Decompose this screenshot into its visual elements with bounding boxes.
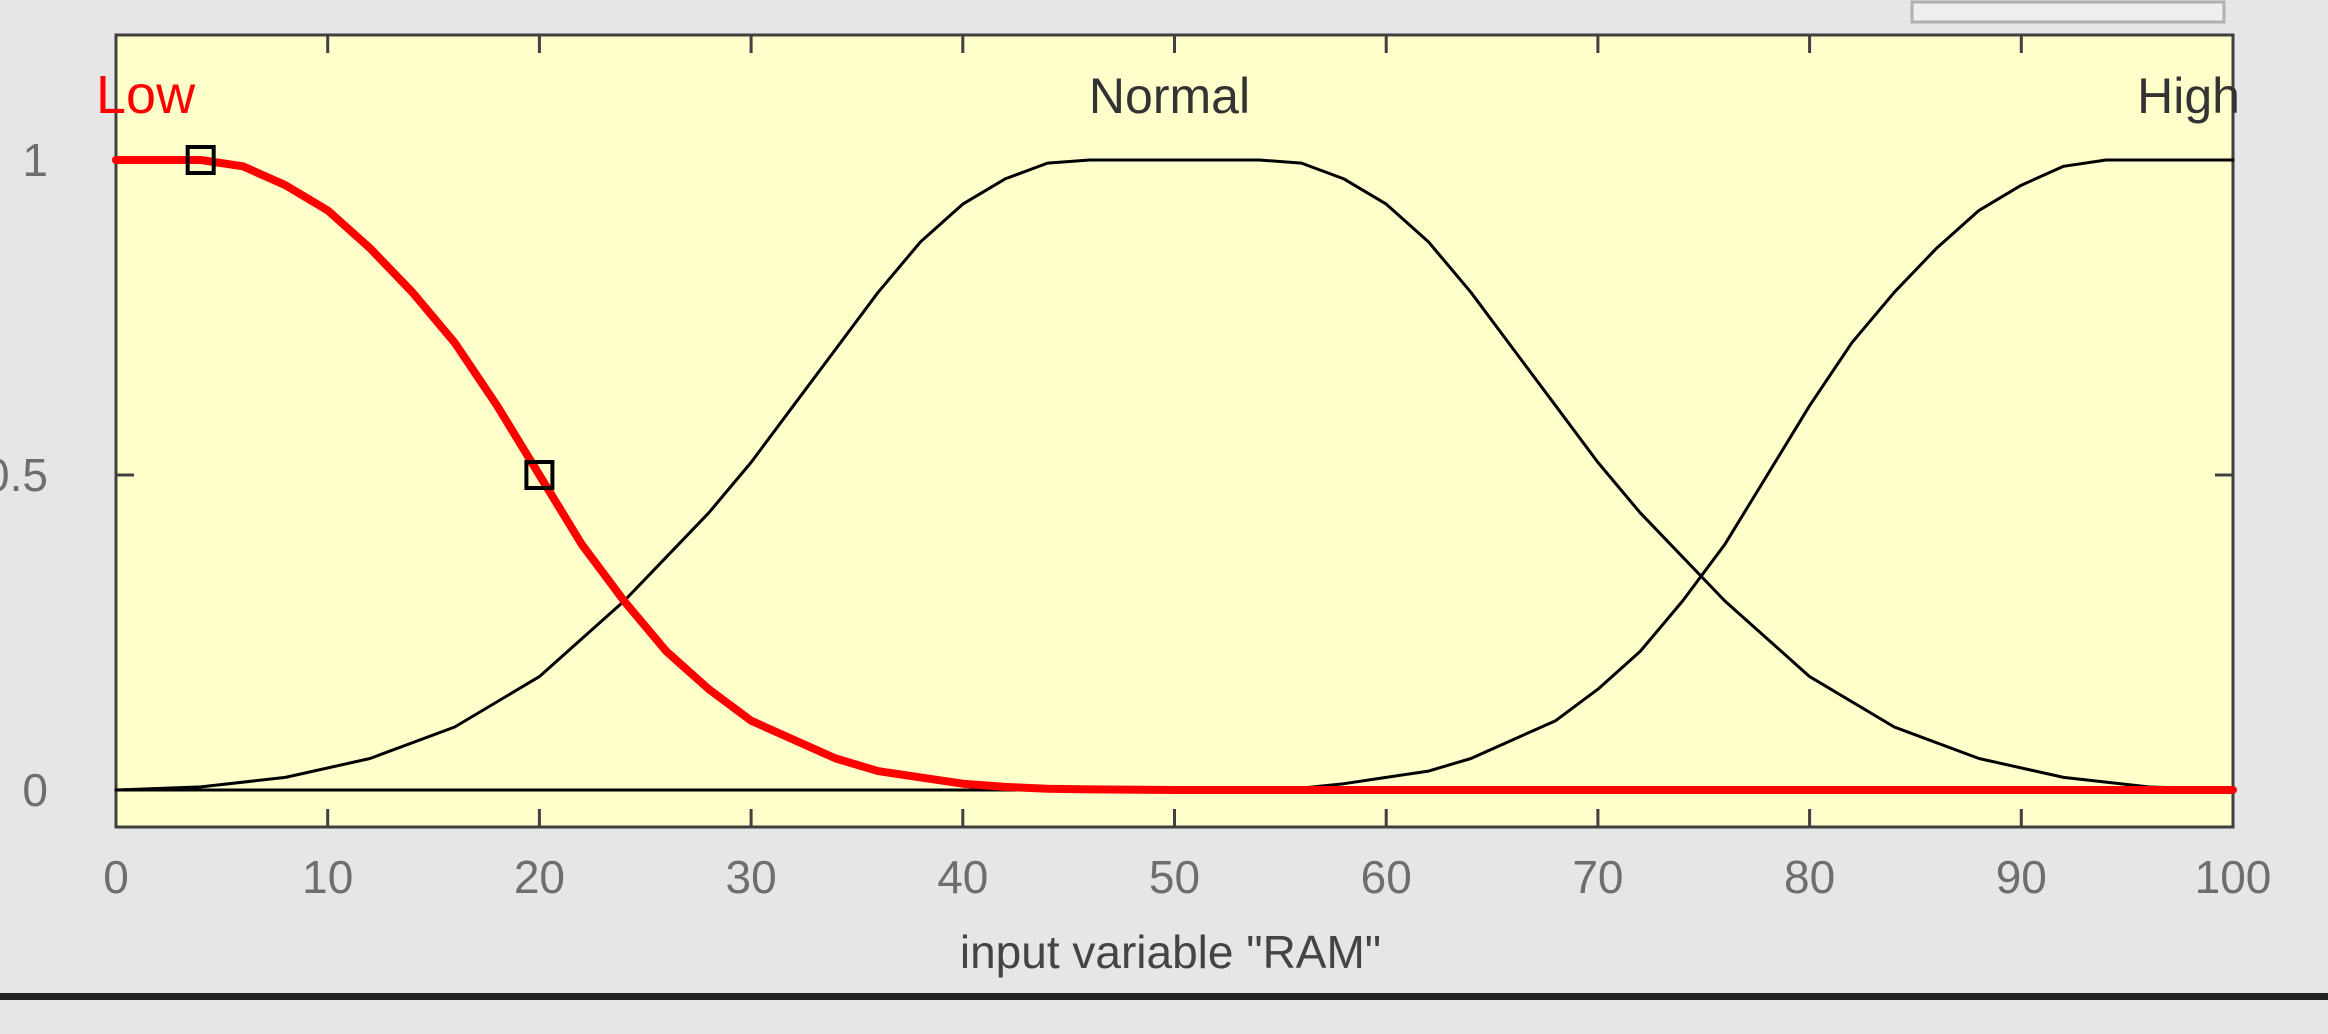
x-tick-label: 50 [1149, 851, 1200, 903]
mf-curve-high[interactable] [114, 158, 2235, 792]
x-tick-label: 60 [1361, 851, 1412, 903]
y-tick-label: 0.5 [0, 449, 48, 501]
mf-label-low[interactable]: Low [96, 65, 196, 125]
x-tick-label: 30 [726, 851, 777, 903]
mf-param-handle[interactable] [185, 145, 216, 175]
x-tick-label: 0 [103, 851, 129, 903]
y-tick-label: 0 [22, 764, 48, 816]
x-tick-label: 40 [937, 851, 988, 903]
x-tick-label: 100 [2195, 851, 2272, 903]
y-tick-label: 1 [22, 134, 48, 186]
x-tick-label: 80 [1784, 851, 1835, 903]
mf-curve-low[interactable] [112, 156, 2237, 794]
x-tick-label: 90 [1996, 851, 2047, 903]
mf-curve-normal[interactable] [114, 158, 2235, 792]
bottom-divider [0, 993, 2328, 1000]
x-axis-title: input variable "RAM" [960, 926, 1381, 978]
plot-area[interactable] [114, 33, 2235, 829]
mf-label-high[interactable]: High [2137, 68, 2240, 124]
x-tick-label: 20 [514, 851, 565, 903]
top-right-control-edge [1910, 0, 2226, 24]
mf-param-handle[interactable] [524, 460, 555, 490]
x-tick-label: 70 [1572, 851, 1623, 903]
x-tick-label: 10 [302, 851, 353, 903]
mf-label-normal[interactable]: Normal [1089, 68, 1250, 124]
